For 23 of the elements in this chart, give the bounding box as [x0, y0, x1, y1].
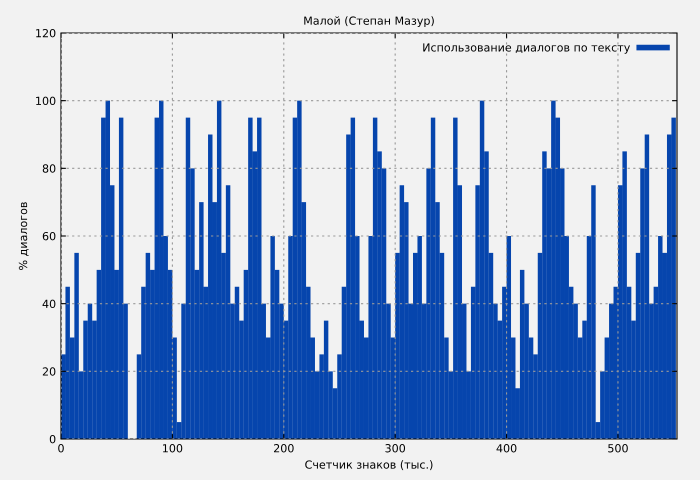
bar [88, 304, 92, 439]
y-tick-label: 20 [42, 367, 56, 376]
y-axis-title: % диалогов [18, 202, 29, 270]
x-axis-title: Счетчик знаков (тыс.) [305, 460, 432, 470]
y-tick-label: 100 [36, 96, 56, 106]
y-tick-label: 0 [50, 434, 56, 444]
x-tick-label: 200 [274, 444, 294, 452]
y-tick-label: 40 [42, 300, 56, 308]
bar [591, 185, 596, 439]
chart-title: Малой (Степан Мазур) [304, 16, 434, 27]
legend-label: Использование диалогов по тексту [423, 43, 630, 54]
y-tick-label: 80 [42, 164, 56, 173]
bar [430, 118, 436, 439]
x-tick-label: 400 [496, 444, 516, 452]
x-tick-label: 0 [58, 444, 64, 452]
x-tick-label: 300 [385, 444, 406, 452]
bar [542, 151, 547, 439]
x-tick-label: 500 [608, 444, 628, 452]
x-tick-label: 100 [163, 444, 182, 452]
y-tick-label: 120 [36, 28, 56, 38]
bar [671, 118, 676, 439]
bar [480, 100, 484, 439]
y-tick-label: 60 [42, 232, 56, 240]
